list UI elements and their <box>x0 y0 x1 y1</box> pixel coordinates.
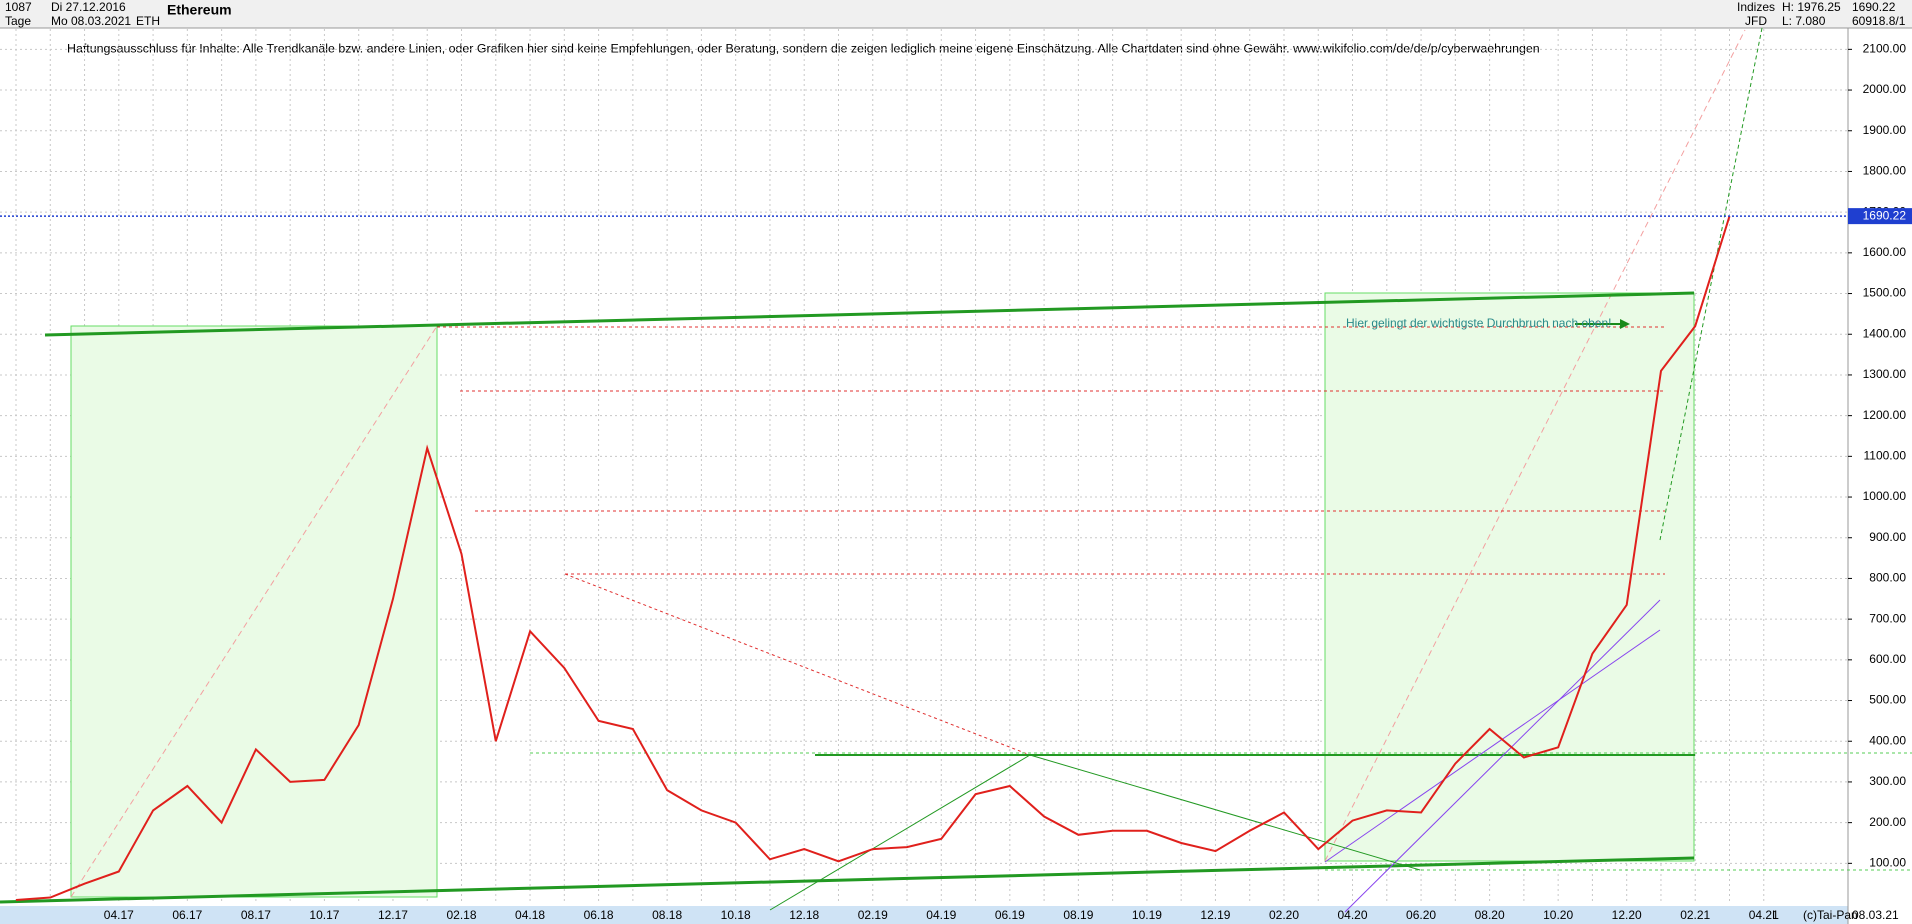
trend-line <box>1029 754 1421 871</box>
x-tick-label: 08.18 <box>652 908 682 922</box>
x-tick-label: 02.20 <box>1269 908 1299 922</box>
x-tick-label: 12.18 <box>789 908 819 922</box>
x-tick-label: 06.18 <box>584 908 614 922</box>
y-tick-label: 2000.00 <box>1863 82 1907 96</box>
footer-scale: L <box>1772 908 1779 922</box>
y-tick-label: 800.00 <box>1869 571 1906 585</box>
green-box <box>1324 292 1695 862</box>
trend-line <box>1324 29 1746 862</box>
y-tick-label: 300.00 <box>1869 774 1906 788</box>
x-tick-label: 08.17 <box>241 908 271 922</box>
current-price-box <box>1848 208 1912 225</box>
channel-top <box>44 291 1695 337</box>
x-tick-label: 10.17 <box>309 908 339 922</box>
y-tick-label: 900.00 <box>1869 530 1906 544</box>
current-price-label: 1690.22 <box>1863 208 1907 222</box>
footer-date: 08.03.21 <box>1852 908 1899 922</box>
header-low: L: 7.080 <box>1782 14 1826 28</box>
x-tick-label: 04.20 <box>1338 908 1368 922</box>
x-tick-label: 04.21 <box>1749 908 1779 922</box>
header-source: JFD <box>1745 14 1767 28</box>
annotation: Hier gelingt der wichtigste Durchbruch n… <box>1346 316 1611 330</box>
y-tick-label: 1800.00 <box>1863 164 1907 178</box>
y-tick-label: 2100.00 <box>1863 42 1907 56</box>
y-tick-label: 1500.00 <box>1863 286 1907 300</box>
header-period[interactable]: Tage <box>5 14 31 28</box>
header-count[interactable]: 1087 <box>5 0 32 14</box>
header-volume: 60918.8/1 <box>1852 14 1906 28</box>
header-symbol: ETH <box>136 14 160 28</box>
x-tick-label: 12.19 <box>1200 908 1230 922</box>
header-from: Di 27.12.2016 <box>51 0 126 14</box>
trend-line <box>1344 599 1661 913</box>
trend-line <box>1659 27 1763 541</box>
x-tick-label: 04.19 <box>926 908 956 922</box>
y-tick-label: 1300.00 <box>1863 367 1907 381</box>
y-tick-label: 700.00 <box>1869 611 1906 625</box>
y-tick-label: 1400.00 <box>1863 326 1907 340</box>
header-high: H: 1976.25 <box>1782 0 1841 14</box>
x-tick-label: 02.19 <box>858 908 888 922</box>
y-tick-label: 1900.00 <box>1863 123 1907 137</box>
x-axis-strip <box>0 906 1848 924</box>
header-last: 1690.22 <box>1852 0 1896 14</box>
y-tick-label: 200.00 <box>1869 815 1906 829</box>
x-tick-label: 12.17 <box>378 908 408 922</box>
x-tick-label: 04.17 <box>104 908 134 922</box>
x-tick-label: 10.18 <box>721 908 751 922</box>
trend-line <box>769 754 1031 911</box>
y-tick-label: 500.00 <box>1869 693 1906 707</box>
x-tick-label: 08.19 <box>1063 908 1093 922</box>
trend-line <box>70 325 438 898</box>
x-tick-label: 12.20 <box>1612 908 1642 922</box>
trend-line <box>564 573 1031 756</box>
header-market: Indizes <box>1737 0 1775 14</box>
header-bar <box>0 0 1912 28</box>
x-tick-label: 06.17 <box>172 908 202 922</box>
x-tick-label: 06.20 <box>1406 908 1436 922</box>
y-tick-label: 1600.00 <box>1863 245 1907 259</box>
x-tick-label: 10.19 <box>1132 908 1162 922</box>
y-tick-label: 1200.00 <box>1863 408 1907 422</box>
header-name: Ethereum <box>167 2 232 18</box>
channel-bottom <box>0 856 1695 904</box>
y-tick-label: 600.00 <box>1869 652 1906 666</box>
x-tick-label: 02.18 <box>446 908 476 922</box>
x-tick-label: 08.20 <box>1475 908 1505 922</box>
y-tick-label: 400.00 <box>1869 733 1906 747</box>
x-tick-label: 02.21 <box>1680 908 1710 922</box>
disclaimer: Haftungsausschluss für Inhalte: Alle Tre… <box>67 41 1540 55</box>
y-tick-label: 1100.00 <box>1864 449 1907 463</box>
y-tick-label: 100.00 <box>1869 856 1906 870</box>
header-to: Mo 08.03.2021 <box>51 14 131 28</box>
price-line <box>15 215 1731 901</box>
x-tick-label: 06.19 <box>995 908 1025 922</box>
x-tick-label: 04.18 <box>515 908 545 922</box>
trend-drawings <box>0 27 1912 913</box>
arrow-head <box>1620 319 1630 329</box>
footer-copyright: (c)Tai-Pan <box>1803 908 1858 922</box>
y-tick-label: 1000.00 <box>1863 489 1907 503</box>
x-tick-label: 10.20 <box>1543 908 1573 922</box>
trend-line <box>1324 629 1661 863</box>
